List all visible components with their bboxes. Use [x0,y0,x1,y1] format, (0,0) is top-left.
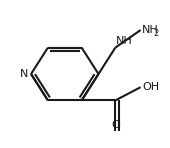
Text: N: N [20,69,29,79]
Text: 2: 2 [153,29,159,38]
Text: NH: NH [116,36,133,46]
Text: NH: NH [141,25,158,35]
Text: OH: OH [143,82,160,92]
Text: O: O [111,120,120,130]
